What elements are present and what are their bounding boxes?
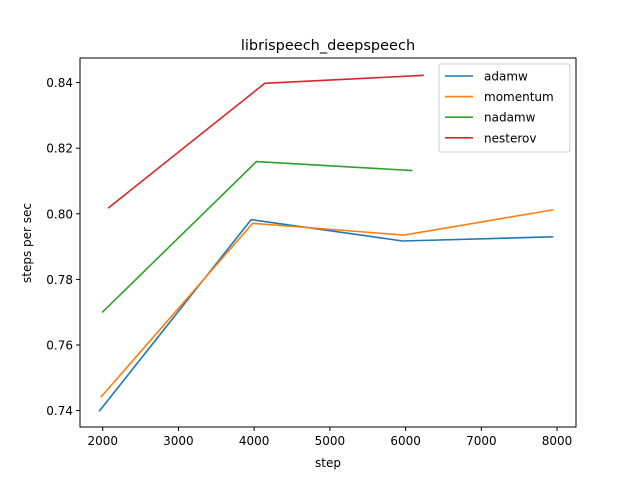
plot-area bbox=[79, 57, 577, 428]
legend: adamw momentum nadamw nesterov bbox=[438, 63, 571, 153]
y-tick-label: 0.74 bbox=[46, 404, 73, 418]
y-tick-label: 0.84 bbox=[46, 76, 73, 90]
x-tick-label: 8000 bbox=[542, 434, 573, 448]
x-axis: 2000 3000 4000 5000 6000 7000 8000 bbox=[87, 427, 572, 448]
series-line-nadamw bbox=[101, 160, 413, 314]
legend-label-nadamw: nadamw bbox=[484, 111, 536, 125]
x-tick-label: 2000 bbox=[87, 434, 118, 448]
axes-frame bbox=[79, 57, 577, 428]
chart-title: librispeech_deepspeech bbox=[241, 38, 415, 54]
y-tick-label: 0.76 bbox=[46, 339, 73, 353]
y-axis-label: steps per sec bbox=[20, 203, 34, 283]
x-tick-label: 7000 bbox=[466, 434, 497, 448]
legend-box bbox=[438, 63, 571, 153]
series-layer bbox=[98, 74, 554, 412]
y-tick-label: 0.78 bbox=[46, 273, 73, 287]
y-tick-label: 0.80 bbox=[46, 207, 73, 221]
series-line-momentum bbox=[100, 208, 554, 398]
legend-label-momentum: momentum bbox=[484, 90, 554, 104]
legend-label-nesterov: nesterov bbox=[484, 131, 536, 145]
x-axis-label: step bbox=[315, 456, 341, 470]
x-tick-label: 6000 bbox=[390, 434, 421, 448]
legend-label-adamw: adamw bbox=[484, 70, 528, 84]
y-axis: 0.74 0.76 0.78 0.80 0.82 0.84 bbox=[46, 76, 80, 418]
x-tick-label: 4000 bbox=[239, 434, 270, 448]
y-tick-label: 0.82 bbox=[46, 142, 73, 156]
x-tick-label: 3000 bbox=[163, 434, 194, 448]
x-tick-label: 5000 bbox=[315, 434, 346, 448]
series-line-nesterov bbox=[107, 74, 424, 209]
series-line-adamw bbox=[98, 218, 554, 412]
